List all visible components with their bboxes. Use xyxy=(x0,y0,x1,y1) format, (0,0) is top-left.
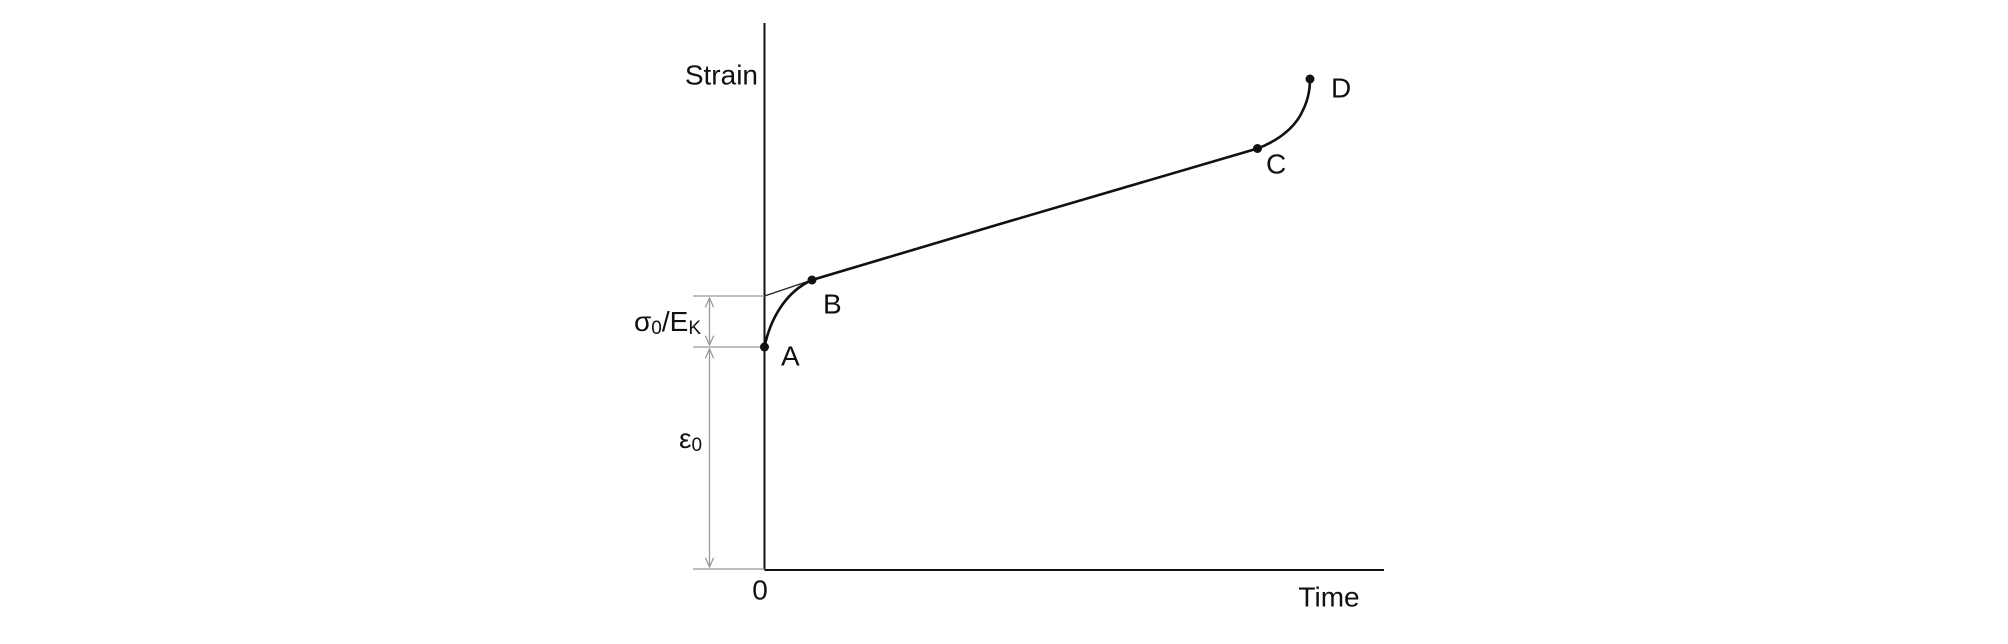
dimension-lines xyxy=(693,295,765,570)
symbol: ε xyxy=(679,423,691,454)
point-label: B xyxy=(823,288,842,319)
sigma-label: σ0/EK xyxy=(634,306,701,339)
subscript: 0 xyxy=(691,435,702,456)
symbol: σ xyxy=(634,306,651,337)
x-axis-label: Time xyxy=(1298,581,1359,612)
curve-points xyxy=(760,74,1315,352)
epsilon-label: ε0 xyxy=(679,423,702,456)
point-label: A xyxy=(781,340,800,371)
symbol: /E xyxy=(662,306,688,337)
y-axis-label: Strain xyxy=(685,59,758,90)
origin-label: 0 xyxy=(752,574,768,605)
subscript: 0 xyxy=(651,318,662,339)
point-label: D xyxy=(1331,72,1351,103)
subscript: K xyxy=(688,318,701,339)
creep-curve xyxy=(763,78,1312,348)
point-label: C xyxy=(1266,148,1286,179)
